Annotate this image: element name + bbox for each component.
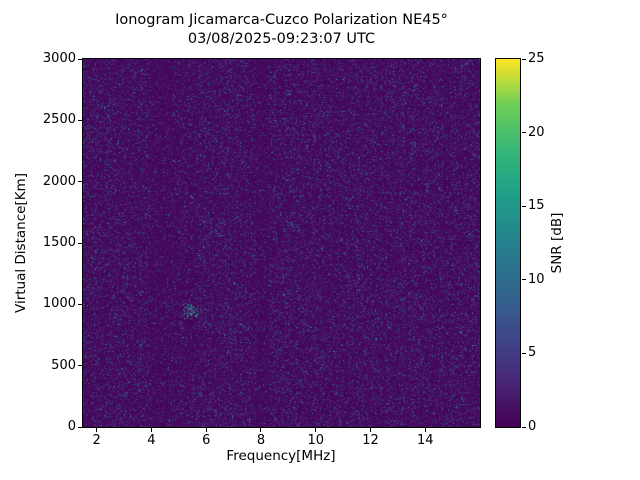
y-tick-mark (78, 242, 82, 244)
y-tick-label: 3000 (42, 51, 76, 66)
x-tick-label: 4 (147, 433, 156, 448)
colorbar-tick-label: 25 (528, 51, 545, 66)
y-tick-mark (78, 365, 82, 367)
y-tick-label: 1000 (42, 296, 76, 312)
x-tick-label: 10 (307, 433, 324, 448)
x-tick-label: 12 (362, 433, 379, 448)
colorbar-tick-label: 5 (528, 345, 537, 361)
x-tick-mark (260, 428, 262, 432)
snr-heatmap (82, 58, 481, 428)
y-tick-label: 2000 (42, 173, 76, 189)
y-axis-label: Virtual Distance[Km] (13, 173, 29, 313)
chart-subtitle: 03/08/2025-09:23:07 UTC (187, 31, 376, 47)
colorbar-tick-mark (522, 279, 526, 281)
y-tick-label: 2500 (42, 112, 76, 128)
x-tick-label: 6 (202, 433, 211, 448)
colorbar-tick-label: 20 (528, 124, 545, 140)
x-tick-mark (205, 428, 207, 432)
x-tick-mark (315, 428, 317, 432)
chart-title-block: Ionogram Jicamarca-Cuzco Polarization NE… (83, 11, 480, 49)
colorbar-tick-mark (522, 426, 526, 428)
colorbar-tick-mark (522, 352, 526, 354)
y-tick-label: 500 (51, 357, 76, 373)
colorbar-tick-mark (522, 205, 526, 207)
x-tick-mark (369, 428, 371, 432)
y-tick-label: 1500 (42, 235, 76, 250)
x-tick-label: 2 (92, 433, 101, 448)
colorbar-label: SNR [dB] (549, 212, 565, 274)
x-axis-label: Frequency[MHz] (226, 448, 336, 464)
x-tick-mark (424, 428, 426, 432)
y-tick-mark (78, 119, 82, 121)
y-tick-mark (78, 58, 82, 60)
x-tick-label: 14 (416, 433, 434, 448)
colorbar-tick-label: 0 (528, 419, 537, 434)
y-tick-mark (78, 426, 82, 428)
y-tick-label: 0 (67, 419, 76, 434)
x-tick-mark (96, 428, 98, 432)
colorbar (495, 58, 521, 428)
x-tick-label: 8 (256, 433, 266, 448)
colorbar-tick-mark (522, 58, 526, 60)
colorbar-tick-label: 15 (528, 198, 545, 214)
y-tick-mark (78, 181, 82, 183)
chart-title: Ionogram Jicamarca-Cuzco Polarization NE… (115, 12, 448, 28)
y-tick-mark (78, 303, 82, 305)
colorbar-tick-label: 10 (528, 271, 545, 287)
colorbar-tick-mark (522, 132, 526, 134)
x-tick-mark (150, 428, 152, 432)
